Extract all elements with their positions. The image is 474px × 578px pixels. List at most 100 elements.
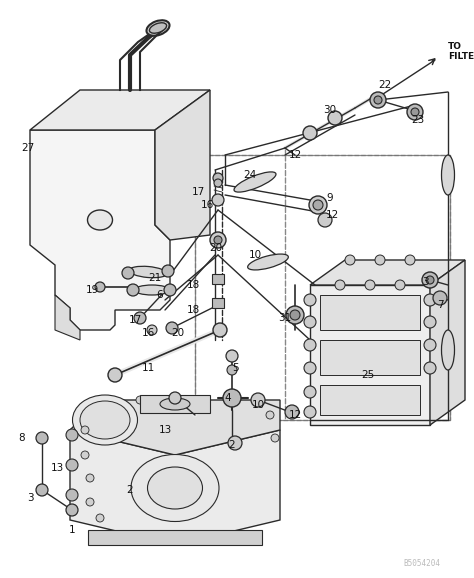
Text: 7: 7 — [437, 300, 443, 310]
Polygon shape — [30, 130, 170, 330]
Ellipse shape — [88, 210, 112, 230]
Circle shape — [169, 392, 181, 404]
Circle shape — [196, 396, 204, 404]
Ellipse shape — [146, 20, 170, 36]
Circle shape — [214, 236, 222, 244]
Circle shape — [313, 200, 323, 210]
Bar — [212, 298, 224, 308]
Text: 17: 17 — [128, 315, 142, 325]
Polygon shape — [88, 530, 262, 545]
Text: 31: 31 — [278, 313, 292, 323]
Circle shape — [309, 196, 327, 214]
Text: 17: 17 — [191, 187, 205, 197]
Polygon shape — [155, 90, 210, 240]
Circle shape — [81, 451, 89, 459]
Ellipse shape — [149, 23, 166, 33]
Circle shape — [407, 104, 423, 120]
Circle shape — [96, 514, 104, 522]
Circle shape — [127, 284, 139, 296]
Circle shape — [271, 434, 279, 442]
Circle shape — [66, 429, 78, 441]
Ellipse shape — [80, 401, 130, 439]
Circle shape — [36, 484, 48, 496]
Circle shape — [86, 498, 94, 506]
Bar — [212, 274, 224, 284]
Text: 12: 12 — [288, 150, 301, 160]
Circle shape — [290, 310, 300, 320]
Text: 30: 30 — [323, 105, 337, 115]
Circle shape — [227, 365, 237, 375]
Circle shape — [328, 111, 342, 125]
Ellipse shape — [234, 172, 276, 192]
Circle shape — [395, 280, 405, 290]
Circle shape — [164, 284, 176, 296]
Circle shape — [226, 350, 238, 362]
Text: 20: 20 — [210, 243, 223, 253]
Text: 16: 16 — [141, 328, 155, 338]
Circle shape — [256, 396, 264, 404]
Circle shape — [424, 339, 436, 351]
Text: 5: 5 — [233, 363, 239, 373]
Circle shape — [134, 312, 146, 324]
Text: 13: 13 — [50, 463, 64, 473]
Bar — [320, 340, 420, 375]
Circle shape — [228, 436, 242, 450]
Circle shape — [108, 368, 122, 382]
Circle shape — [122, 267, 134, 279]
Text: 13: 13 — [158, 425, 172, 435]
Text: B5054204: B5054204 — [403, 559, 440, 568]
Ellipse shape — [131, 454, 219, 521]
Text: 20: 20 — [172, 328, 184, 338]
Text: 2: 2 — [127, 485, 133, 495]
Text: 10: 10 — [251, 400, 264, 410]
Text: 3: 3 — [422, 277, 428, 287]
Text: 18: 18 — [186, 305, 200, 315]
Text: 11: 11 — [141, 363, 155, 373]
Polygon shape — [30, 90, 210, 130]
Circle shape — [424, 316, 436, 328]
Circle shape — [405, 255, 415, 265]
Ellipse shape — [122, 448, 228, 528]
Circle shape — [162, 265, 174, 277]
Circle shape — [166, 322, 178, 334]
Circle shape — [66, 504, 78, 516]
Text: 4: 4 — [225, 393, 231, 403]
Circle shape — [424, 294, 436, 306]
Circle shape — [304, 316, 316, 328]
Circle shape — [251, 393, 265, 407]
Text: 27: 27 — [21, 143, 35, 153]
Circle shape — [285, 405, 299, 419]
Polygon shape — [70, 400, 280, 455]
Circle shape — [370, 92, 386, 108]
Text: 19: 19 — [85, 285, 99, 295]
Circle shape — [335, 280, 345, 290]
Ellipse shape — [247, 254, 288, 270]
Circle shape — [212, 194, 224, 206]
Text: 12: 12 — [288, 410, 301, 420]
Ellipse shape — [160, 398, 190, 410]
Text: 12: 12 — [325, 210, 338, 220]
Ellipse shape — [129, 266, 167, 277]
Text: 24: 24 — [243, 170, 256, 180]
Text: 3: 3 — [27, 493, 33, 503]
Text: 22: 22 — [378, 80, 392, 90]
Circle shape — [81, 426, 89, 434]
Text: 9: 9 — [327, 193, 333, 203]
Circle shape — [304, 406, 316, 418]
Text: 23: 23 — [411, 115, 425, 125]
Circle shape — [304, 362, 316, 374]
Bar — [140, 395, 210, 413]
Circle shape — [304, 386, 316, 398]
Circle shape — [318, 213, 332, 227]
Bar — [310, 285, 430, 425]
Circle shape — [411, 108, 419, 116]
Circle shape — [36, 432, 48, 444]
Circle shape — [365, 280, 375, 290]
Circle shape — [95, 282, 105, 292]
Text: 18: 18 — [186, 280, 200, 290]
Bar — [320, 385, 420, 415]
Circle shape — [66, 459, 78, 471]
Text: 2: 2 — [228, 440, 235, 450]
Text: 8: 8 — [18, 433, 25, 443]
Circle shape — [86, 474, 94, 482]
